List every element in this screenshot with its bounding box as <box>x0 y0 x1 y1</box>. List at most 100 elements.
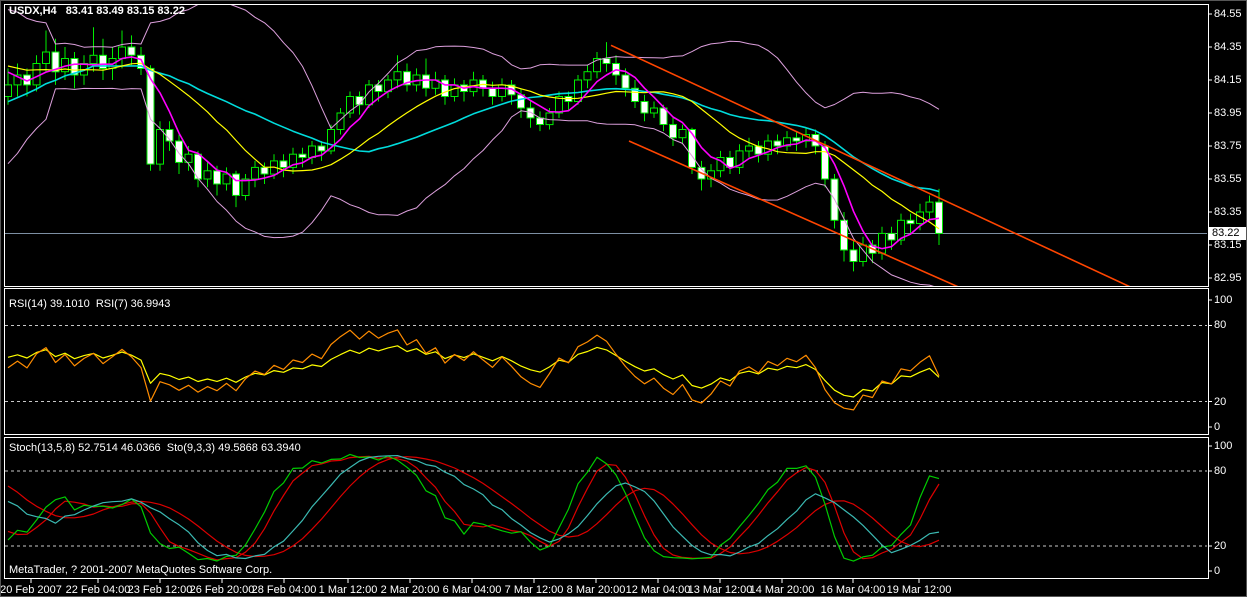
candle-body <box>650 107 658 114</box>
candle-body <box>631 87 639 103</box>
price-axis-label: 83.15 <box>1214 239 1242 251</box>
candle-body <box>574 79 582 102</box>
candle-body <box>403 71 411 86</box>
rsi-axis-label: 0 <box>1214 421 1221 433</box>
time-axis-label: 20 Feb 2007 <box>0 584 62 596</box>
time-axis-label: 1 Mar 12:00 <box>318 584 378 596</box>
panel-frame <box>4 437 1209 579</box>
symbol-period-label: USDX,H4 <box>9 5 57 17</box>
candle-body <box>906 219 915 225</box>
candle-body <box>916 211 924 224</box>
candle-body <box>175 140 183 163</box>
stoch-axis-label: 20 <box>1214 540 1227 552</box>
time-axis-label: 8 Mar 20:00 <box>566 584 626 596</box>
stoch-axis-label: 0 <box>1214 565 1221 577</box>
candle-body <box>89 54 98 64</box>
ohlc-values: 83.41 83.49 83.15 83.22 <box>65 5 185 17</box>
rsi-axis-label: 80 <box>1214 319 1227 332</box>
time-axis-label: 16 Mar 04:00 <box>820 584 886 596</box>
time-axis-label: 2 Mar 20:00 <box>380 584 440 596</box>
candle-body <box>232 173 240 196</box>
rsi-panel[interactable] <box>5 324 1207 411</box>
candle-body <box>127 46 136 56</box>
candle-body <box>602 58 611 64</box>
candle-body <box>336 112 345 130</box>
time-axis-label: 23 Feb 12:00 <box>127 584 193 596</box>
candle-body <box>298 153 307 158</box>
time-axis-label: 26 Feb 20:00 <box>189 584 255 596</box>
bollinger-upper-line <box>7 5 940 129</box>
stoch-axis-label: 80 <box>1214 465 1227 477</box>
candle-body <box>393 71 402 81</box>
candle-body <box>99 54 107 69</box>
candle-body <box>156 129 164 165</box>
rsi-indicator-label: RSI(14) 39.1010 RSI(7) 36.9943 <box>9 298 171 310</box>
time-axis-label: 28 Feb 04:00 <box>251 584 317 596</box>
time-axis-label: 7 Mar 12:00 <box>504 584 564 596</box>
candle-body <box>222 173 231 185</box>
ma-fast-line <box>7 56 940 250</box>
candle-body <box>897 219 905 241</box>
price-axis-label: 84.55 <box>1214 8 1242 20</box>
candle-body <box>887 232 896 241</box>
candle-body <box>51 51 60 73</box>
stochastic-panel[interactable] <box>5 453 1207 562</box>
candle-body <box>118 46 126 59</box>
candle-body <box>583 71 592 81</box>
candle-body <box>783 137 791 147</box>
candle-body <box>925 201 934 213</box>
candle-body <box>70 58 79 76</box>
price-axis-label: 83.95 <box>1214 107 1242 119</box>
stochastic-indicator-label: Stoch(13,5,8) 52.7514 46.0366 Sto(9,3,3)… <box>9 442 301 454</box>
trendline-1[interactable] <box>610 44 1136 289</box>
candle-body <box>773 140 782 147</box>
rsi-axis-label: 20 <box>1214 395 1227 408</box>
stoch-933-k-line <box>7 453 940 562</box>
candle-body <box>279 160 288 168</box>
stoch-1358-k-line <box>7 455 940 560</box>
candle-body <box>241 178 250 196</box>
candle-body <box>32 63 41 86</box>
candle-body <box>621 74 630 89</box>
time-axis-label: 22 Feb 04:00 <box>65 584 131 596</box>
panel-frame <box>4 288 1209 435</box>
time-axis-label: 6 Mar 04:00 <box>442 584 502 596</box>
current-price-badge: 83.22 <box>1209 226 1246 240</box>
candle-body <box>5 84 12 98</box>
candle-body <box>289 153 297 168</box>
stoch-axis-label: 100 <box>1214 440 1233 452</box>
candle-body <box>678 129 687 139</box>
candle-body <box>640 101 649 114</box>
candle-body <box>555 96 563 114</box>
copyright-text: MetaTrader, ? 2001-2007 MetaQuotes Softw… <box>9 564 273 576</box>
candle-body <box>213 170 221 185</box>
candle-body <box>849 249 858 262</box>
candle-body <box>327 129 335 152</box>
candle-body <box>735 150 744 168</box>
trendline-2[interactable] <box>628 140 968 291</box>
price-axis-label: 83.75 <box>1214 140 1242 152</box>
candle-body <box>488 87 497 98</box>
stoch-933-d-line <box>7 455 940 561</box>
stoch-1358-d-line <box>7 456 940 558</box>
candle-body <box>935 201 943 234</box>
candle-body <box>146 67 155 165</box>
candle-body <box>374 84 383 93</box>
rsi-axis-label: 100 <box>1214 294 1233 306</box>
candle-body <box>260 166 269 175</box>
candle-body <box>441 79 449 97</box>
price-panel[interactable] <box>5 1 1208 291</box>
candle-body <box>669 124 677 139</box>
time-axis-label: 12 Mar 04:00 <box>625 584 691 596</box>
ma-slow-line <box>7 65 940 193</box>
candle-body <box>13 74 22 86</box>
time-axis-label: 14 Mar 20:00 <box>749 584 815 596</box>
time-axis-label: 13 Mar 12:00 <box>687 584 753 596</box>
rsi-14-line <box>7 345 940 398</box>
bollinger-lower-line <box>7 87 935 286</box>
candle-body <box>137 54 145 69</box>
candle-body <box>42 51 50 64</box>
candle-body <box>792 137 801 142</box>
